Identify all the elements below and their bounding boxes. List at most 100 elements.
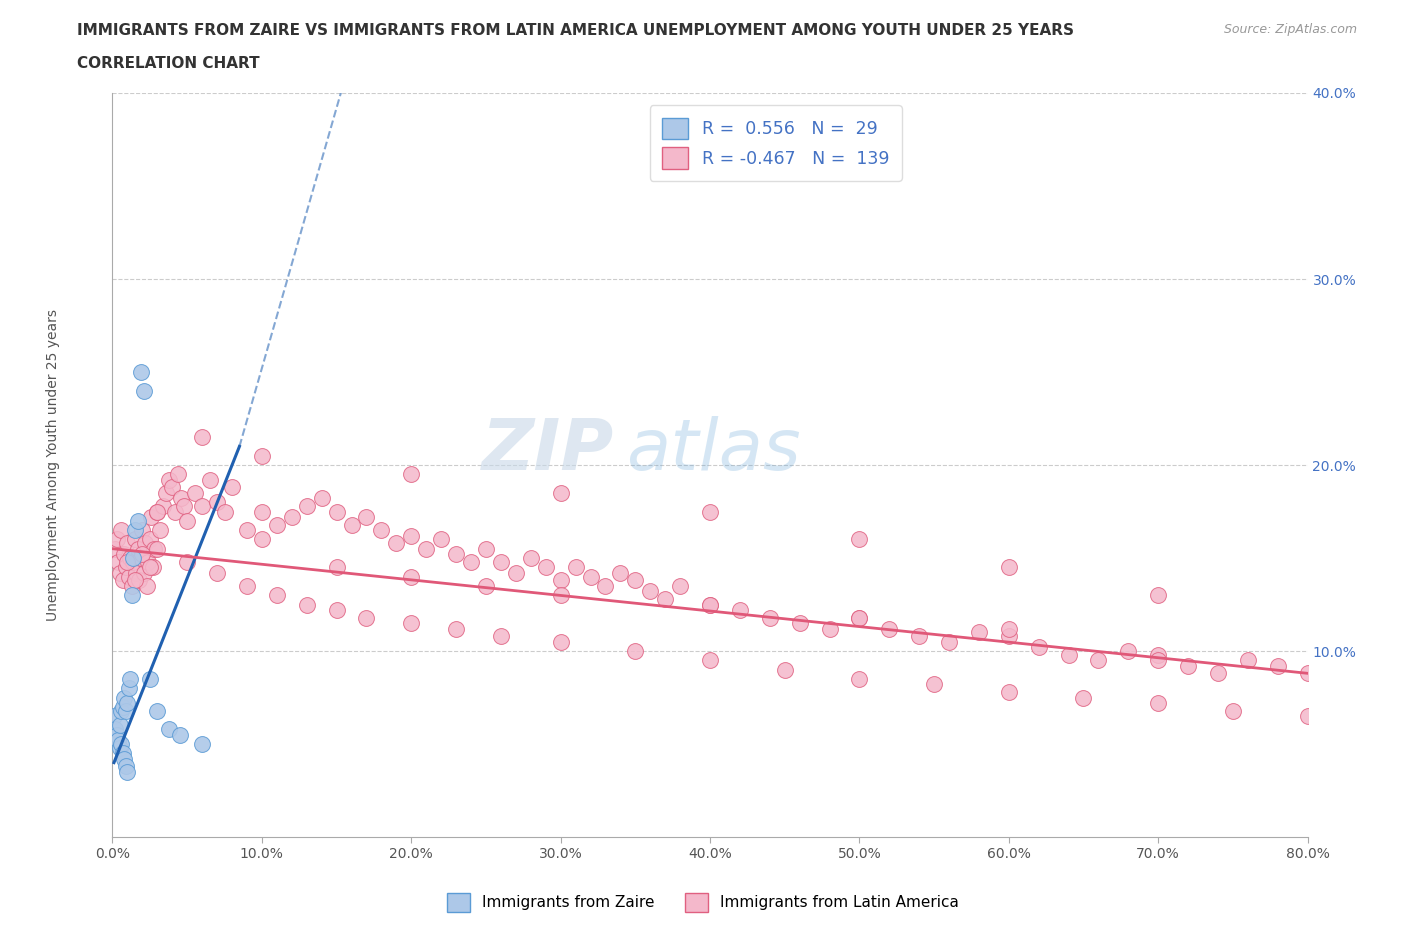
- Point: [534, 560, 557, 575]
- Point: [295, 597, 318, 612]
- Point: [170, 491, 193, 506]
- Point: [183, 485, 205, 500]
- Point: [520, 551, 543, 565]
- Point: [699, 653, 721, 668]
- Point: [129, 551, 152, 565]
- Point: [110, 523, 132, 538]
- Point: [205, 565, 228, 580]
- Point: [132, 383, 155, 398]
- Point: [191, 430, 214, 445]
- Point: [595, 578, 617, 593]
- Point: [1237, 653, 1260, 668]
- Point: [1222, 703, 1244, 718]
- Point: [1206, 666, 1229, 681]
- Point: [111, 699, 134, 714]
- Point: [107, 554, 129, 569]
- Point: [759, 610, 782, 625]
- Point: [124, 573, 146, 588]
- Point: [728, 603, 751, 618]
- Point: [385, 536, 408, 551]
- Point: [848, 671, 870, 686]
- Point: [105, 532, 128, 547]
- Point: [236, 578, 259, 593]
- Point: [162, 480, 183, 495]
- Point: [124, 523, 146, 538]
- Point: [118, 681, 141, 696]
- Point: [117, 764, 139, 779]
- Point: [1296, 709, 1319, 724]
- Point: [1177, 658, 1199, 673]
- Point: [114, 690, 135, 705]
- Text: ZIP: ZIP: [482, 416, 614, 485]
- Point: [624, 644, 647, 658]
- Point: [848, 610, 870, 625]
- Point: [122, 551, 145, 565]
- Point: [430, 532, 453, 547]
- Point: [908, 629, 931, 644]
- Point: [157, 722, 180, 737]
- Point: [139, 671, 162, 686]
- Point: [325, 560, 347, 575]
- Point: [699, 597, 721, 612]
- Point: [967, 625, 990, 640]
- Text: CORRELATION CHART: CORRELATION CHART: [77, 56, 260, 71]
- Point: [609, 565, 631, 580]
- Point: [879, 621, 901, 636]
- Point: [699, 504, 721, 519]
- Point: [108, 740, 131, 755]
- Text: IMMIGRANTS FROM ZAIRE VS IMMIGRANTS FROM LATIN AMERICA UNEMPLOYMENT AMONG YOUTH : IMMIGRANTS FROM ZAIRE VS IMMIGRANTS FROM…: [77, 23, 1074, 38]
- Point: [250, 448, 273, 463]
- Point: [167, 467, 190, 482]
- Point: [146, 504, 169, 519]
- Point: [550, 634, 572, 649]
- Point: [356, 610, 378, 625]
- Point: [131, 523, 153, 538]
- Point: [104, 722, 127, 737]
- Point: [998, 621, 1021, 636]
- Point: [127, 541, 149, 556]
- Point: [1147, 696, 1170, 711]
- Point: [131, 547, 153, 562]
- Point: [107, 733, 129, 748]
- Point: [120, 671, 142, 686]
- Point: [139, 532, 162, 547]
- Point: [146, 703, 169, 718]
- Point: [1118, 644, 1140, 658]
- Point: [699, 597, 721, 612]
- Point: [124, 532, 146, 547]
- Point: [139, 560, 162, 575]
- Point: [173, 498, 195, 513]
- Text: Unemployment Among Youth under 25 years: Unemployment Among Youth under 25 years: [46, 309, 60, 621]
- Point: [135, 578, 157, 593]
- Point: [141, 510, 163, 525]
- Point: [155, 485, 177, 500]
- Point: [125, 565, 148, 580]
- Point: [128, 573, 150, 588]
- Point: [998, 560, 1021, 575]
- Point: [108, 718, 131, 733]
- Point: [564, 560, 586, 575]
- Point: [134, 536, 156, 551]
- Point: [115, 560, 138, 575]
- Point: [489, 629, 512, 644]
- Point: [415, 541, 437, 556]
- Point: [444, 547, 467, 562]
- Point: [998, 629, 1021, 644]
- Point: [127, 513, 149, 528]
- Point: [146, 504, 169, 519]
- Point: [1147, 588, 1170, 603]
- Point: [1147, 647, 1170, 662]
- Point: [325, 504, 347, 519]
- Point: [149, 523, 172, 538]
- Point: [117, 696, 139, 711]
- Point: [191, 737, 214, 751]
- Point: [1087, 653, 1109, 668]
- Point: [401, 528, 423, 543]
- Legend: R =  0.556   N =  29, R = -0.467   N =  139: R = 0.556 N = 29, R = -0.467 N = 139: [650, 105, 901, 180]
- Point: [152, 498, 174, 513]
- Point: [1296, 666, 1319, 681]
- Point: [110, 703, 132, 718]
- Point: [121, 578, 143, 593]
- Point: [325, 603, 347, 618]
- Point: [115, 703, 138, 718]
